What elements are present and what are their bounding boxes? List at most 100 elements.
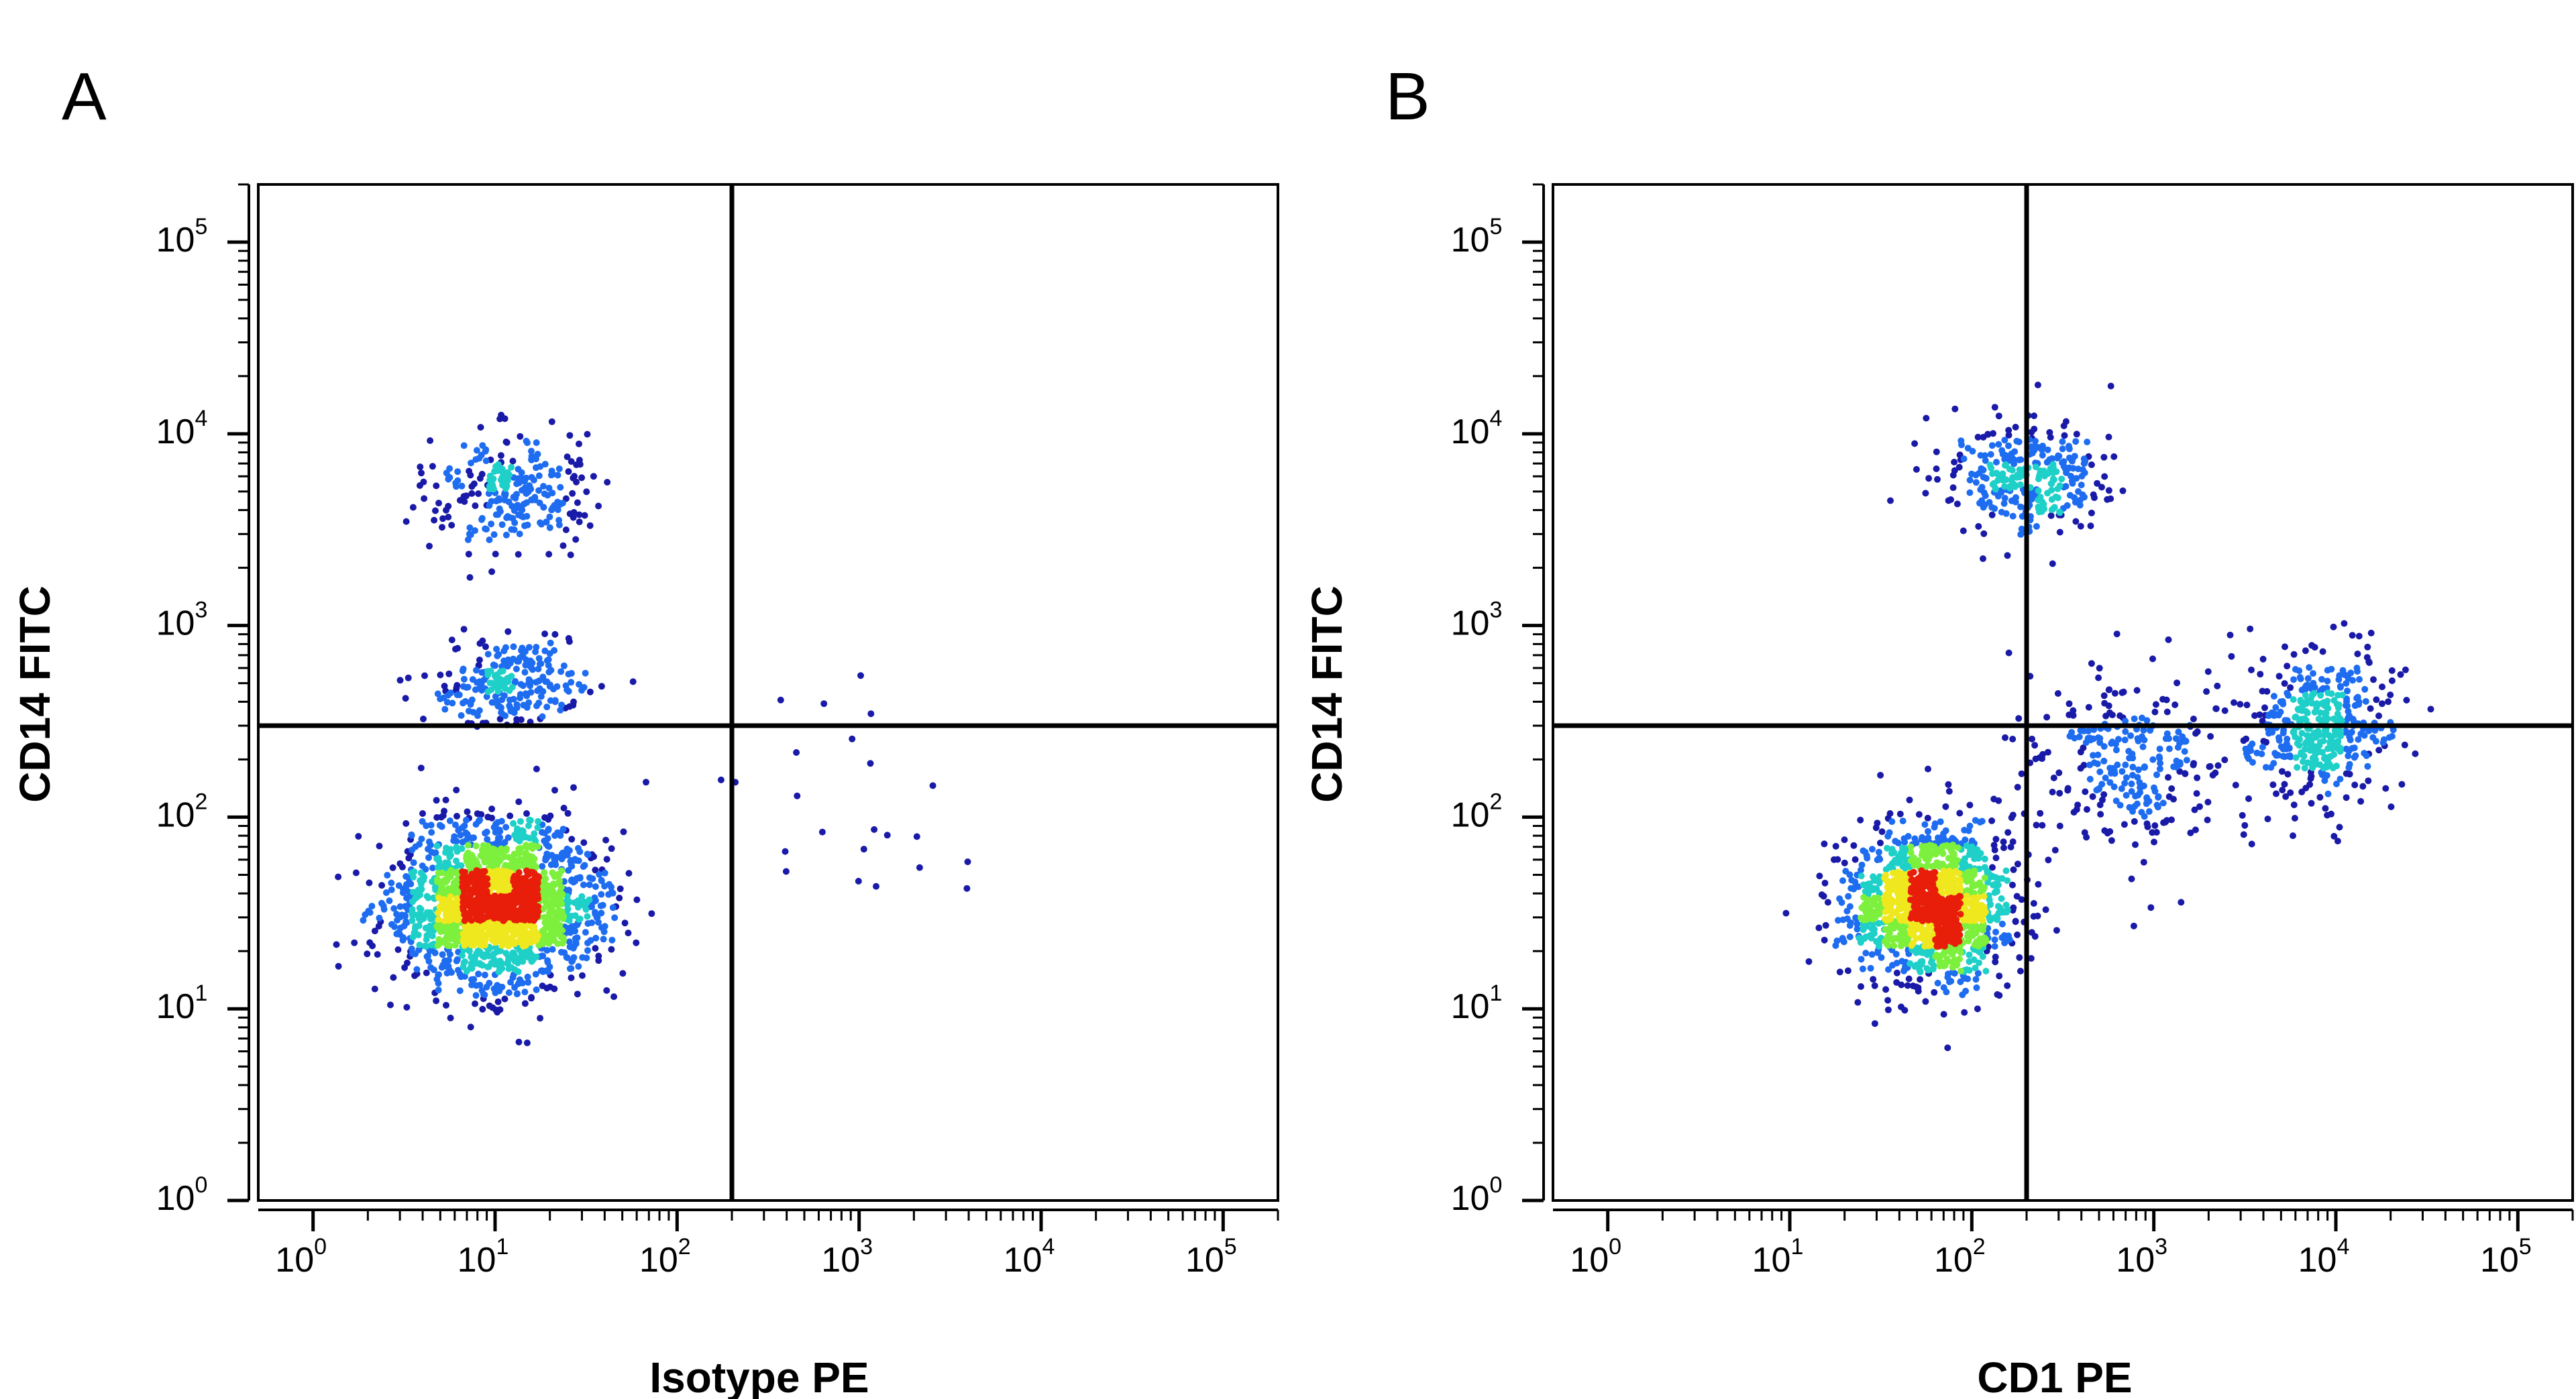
event-dot [2139,783,2146,790]
event-dot [517,681,525,688]
event-dot [2077,748,2084,756]
event-dot [466,926,473,934]
event-dot [2012,917,2019,925]
event-dot [2051,846,2059,854]
event-dot [488,861,495,869]
event-dot [505,989,513,997]
event-dot [503,514,511,521]
event-dot [2060,423,2068,429]
event-dot [494,467,501,474]
event-dot [2143,717,2151,724]
event-dot [1941,932,1948,939]
event-dot [1888,818,1896,826]
event-dot [1821,840,1828,848]
event-dot [2049,789,2056,795]
event-dot [2028,929,2035,936]
event-dot [1993,459,2000,466]
event-dot [2015,715,2023,722]
event-dot [2005,431,2012,439]
event-dot [1907,849,1915,856]
event-dot [2302,691,2309,699]
event-dot [515,1038,523,1046]
event-dot [2203,688,2210,695]
event-dot [1986,901,1994,908]
event-dot [2346,761,2353,768]
event-dot [2037,494,2044,501]
event-dot [782,868,790,875]
event-dot [1900,851,1907,858]
event-dot [1947,881,1953,889]
event-dot [453,691,461,698]
event-dot [1922,490,1929,497]
event-dot [1900,835,1908,842]
event-dot [1854,926,1861,933]
event-dot [443,877,451,885]
event-dot [402,918,410,926]
event-dot [478,669,486,676]
event-dot [2292,754,2300,761]
event-dot [2075,465,2082,473]
event-dot [2349,632,2356,639]
event-dot [380,902,387,909]
event-dot [2077,522,2084,530]
event-dot [2031,412,2038,419]
event-dot [566,432,574,439]
event-dot [598,683,605,690]
event-dot [1930,869,1937,877]
event-dot [1858,956,1865,963]
event-dot [543,518,550,526]
event-dot [586,522,594,529]
event-dot [1841,859,1848,866]
event-dot [1935,834,1941,842]
event-dot [1919,917,1926,925]
event-dot [459,868,466,875]
event-dot [467,1023,474,1031]
event-dot [1995,797,2002,804]
event-dot [584,920,592,927]
event-dot [442,796,449,803]
event-dot [516,530,523,538]
event-dot [505,965,513,972]
event-dot [434,942,441,949]
event-dot [547,697,554,704]
event-dot [484,931,491,938]
event-dot [442,859,449,866]
event-dot [558,850,566,858]
event-dot [1931,989,1938,996]
event-dot [496,834,504,841]
event-dot [453,857,460,864]
event-dot [1934,475,1941,483]
event-dot [2004,982,2011,989]
event-dot [2379,683,2385,691]
event-dot [2086,761,2093,769]
event-dot [1878,828,1886,836]
event-dot [1893,969,1900,976]
event-dot [521,1000,529,1007]
event-dot [2318,748,2326,756]
event-dot [2087,522,2094,530]
event-dot [1870,930,1878,937]
event-dot [2388,677,2396,684]
event-dot [1882,893,1889,900]
event-dot [439,903,446,911]
event-dot [2018,770,2025,777]
event-dot [2251,712,2258,719]
event-dot [2309,764,2316,771]
event-dot [576,915,584,923]
event-dot [564,453,571,461]
event-dot [460,891,468,899]
event-dot [2108,837,2115,844]
event-dot [2017,481,2024,488]
event-dot [452,915,460,923]
event-dot [2290,651,2298,658]
event-dot [1996,972,2003,980]
event-dot [2068,478,2076,485]
event-dot [2001,940,2008,946]
event-dot [532,648,539,655]
event-dot [409,912,417,919]
y-tick-label: 102 [156,789,208,834]
event-dot [459,667,466,675]
event-dot [435,980,442,987]
event-dot [515,869,523,876]
